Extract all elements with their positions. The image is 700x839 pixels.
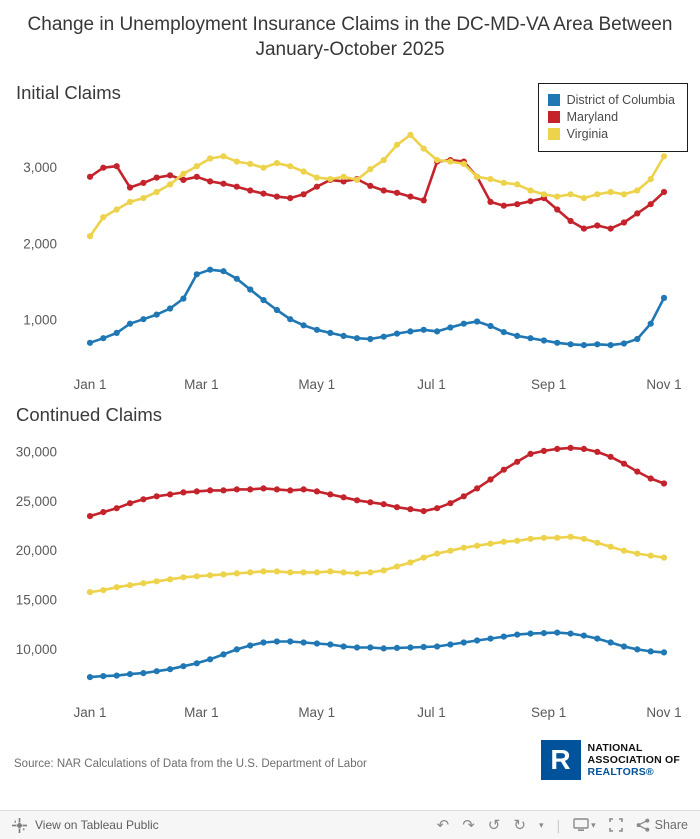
svg-text:Nov 1: Nov 1 (646, 705, 681, 720)
svg-text:2,000: 2,000 (23, 236, 57, 251)
fullscreen-button[interactable] (608, 818, 623, 832)
svg-text:Jul 1: Jul 1 (417, 705, 446, 720)
legend-item-district-of-columbia[interactable]: District of Columbia (547, 93, 675, 107)
fullscreen-icon (608, 818, 623, 832)
legend-swatch-yellow-icon (547, 128, 560, 140)
undo-button[interactable]: ↶ (436, 816, 450, 834)
svg-text:Sep 1: Sep 1 (531, 377, 566, 392)
legend-item-label: District of Columbia (566, 93, 675, 107)
view-on-tableau-public-label: View on Tableau Public (35, 818, 159, 832)
reset-button[interactable]: ↺ (487, 816, 501, 834)
footer: Source: NAR Calculations of Data from th… (0, 728, 700, 781)
initial-claims-heading: Initial Claims (16, 82, 121, 104)
nar-logo-line1: NATIONAL (587, 742, 643, 755)
share-icon (636, 818, 649, 832)
svg-text:Jul 1: Jul 1 (417, 377, 446, 392)
share-label: Share (654, 818, 688, 832)
continued-claims-chart[interactable]: 10,000 15,000 20,000 25,000 30,000 Jan 1 Mar 1… (0, 428, 700, 728)
legend-item-label: Virginia (566, 127, 609, 141)
svg-text:20,000: 20,000 (16, 543, 57, 558)
legend-item-virginia[interactable]: Virginia (547, 127, 675, 141)
monitor-icon (573, 818, 589, 831)
toolbar-divider: | (556, 817, 561, 833)
continued-claims-heading: Continued Claims (16, 404, 163, 426)
redo-button[interactable]: ↷ (462, 816, 475, 834)
svg-text:10,000: 10,000 (16, 642, 57, 657)
chevron-down-icon: ▾ (591, 819, 596, 830)
legend-swatch-red-icon (547, 111, 560, 123)
svg-text:Mar 1: Mar 1 (184, 377, 219, 392)
initial-claims-chart[interactable]: 1,000 2,000 3,000 Jan 1 Mar 1 May 1 Jul 1 Sep 1… (0, 106, 700, 398)
svg-text:15,000: 15,000 (16, 593, 57, 608)
svg-text:1,000: 1,000 (23, 313, 57, 328)
svg-text:Sep 1: Sep 1 (531, 705, 566, 720)
svg-text:Jan 1: Jan 1 (73, 705, 106, 720)
nar-logo-line3: REALTORS® (587, 766, 654, 779)
svg-text:30,000: 30,000 (16, 445, 57, 460)
svg-text:Mar 1: Mar 1 (184, 705, 219, 720)
legend-item-label: Maryland (566, 110, 619, 124)
svg-text:Jan 1: Jan 1 (73, 377, 106, 392)
svg-text:3,000: 3,000 (23, 160, 57, 175)
svg-text:May 1: May 1 (298, 377, 335, 392)
nar-logo-line2: ASSOCIATION OF (587, 754, 680, 767)
legend-item-maryland[interactable]: Maryland (547, 110, 675, 124)
share-button[interactable]: Share (636, 818, 688, 832)
tableau-logo-icon (12, 817, 27, 833)
chevron-down-icon[interactable]: ▾ (538, 819, 544, 830)
page-title: Change in Unemployment Insurance Claims … (27, 14, 673, 61)
toolbar-actions: ↶ ↷ ↺ ↻ ▾ | ▾ Share (437, 817, 688, 833)
view-on-tableau-public-link[interactable]: View on Tableau Public (12, 817, 159, 833)
svg-text:Nov 1: Nov 1 (646, 377, 681, 392)
tableau-toolbar: View on Tableau Public ↶ ↷ ↺ ↻ ▾ | ▾ (0, 810, 700, 839)
svg-text:May 1: May 1 (298, 705, 335, 720)
svg-text:25,000: 25,000 (16, 494, 57, 509)
source-text: Source: NAR Calculations of Data from th… (14, 758, 367, 771)
legend: District of Columbia Maryland Virginia (537, 83, 688, 152)
download-display-button[interactable]: ▾ (573, 818, 596, 832)
nar-logo: R NATIONAL ASSOCIATION OF REALTORS® (540, 740, 680, 781)
nar-logo-icon: R (540, 740, 581, 781)
legend-swatch-blue-icon (547, 94, 560, 106)
nar-logo-text: NATIONAL ASSOCIATION OF REALTORS® (588, 742, 680, 778)
refresh-button[interactable]: ↻ (513, 816, 526, 834)
